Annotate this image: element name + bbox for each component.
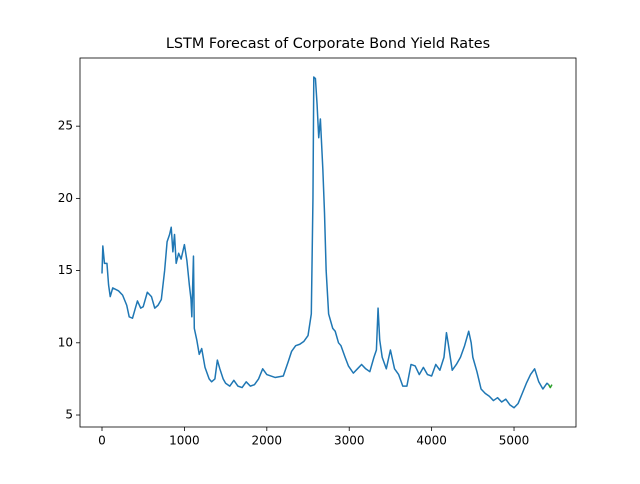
y-tick-label: 20 bbox=[58, 191, 73, 205]
y-tick-label: 25 bbox=[58, 119, 73, 133]
plot-frame bbox=[79, 57, 577, 428]
x-tick-label: 0 bbox=[98, 434, 106, 448]
chart-title: LSTM Forecast of Corporate Bond Yield Ra… bbox=[166, 36, 490, 52]
line-series bbox=[101, 76, 550, 409]
x-tick-label: 5000 bbox=[499, 434, 530, 448]
x-tick-label: 3000 bbox=[334, 434, 365, 448]
x-tick-label: 4000 bbox=[416, 434, 447, 448]
y-tick-label: 15 bbox=[58, 263, 73, 277]
y-tick-label: 10 bbox=[58, 335, 73, 349]
x-tick-label: 2000 bbox=[252, 434, 283, 448]
line-series bbox=[547, 384, 553, 389]
x-tick-label: 1000 bbox=[169, 434, 200, 448]
y-tick-label: 5 bbox=[65, 408, 73, 422]
